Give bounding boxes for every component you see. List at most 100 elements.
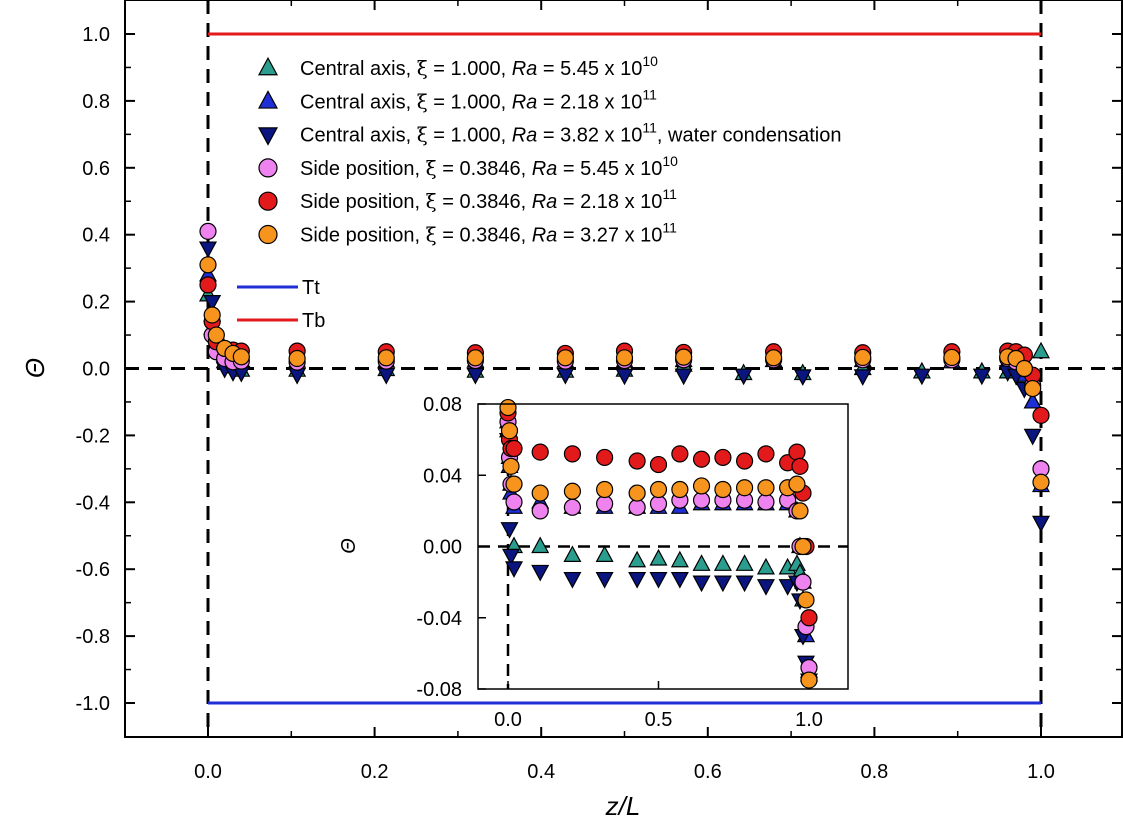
- inset-y-axis-title: Θ: [338, 538, 360, 554]
- data-point-series-6: [854, 348, 872, 367]
- inset-data-point-series-5: [563, 445, 582, 463]
- inset-data-point-series-4: [628, 498, 646, 516]
- inset-data-point-series-6: [505, 475, 523, 493]
- inset-data-point-series-3: [735, 575, 754, 593]
- inset-data-point-series-1: [649, 548, 668, 566]
- inset-data-point-series-5: [628, 452, 646, 470]
- inset-data-point-series-5: [531, 443, 549, 461]
- inset-data-point-series-1: [628, 550, 647, 568]
- inset-data-point-series-6: [714, 480, 732, 499]
- y-tick-label: 0.2: [82, 292, 110, 314]
- data-point-series-3: [1023, 428, 1042, 446]
- legend-label: Central axis, ξ = 1.000, Ra = 3.82 x 101…: [300, 120, 841, 147]
- y-tick-label: 0.4: [82, 225, 110, 247]
- data-point-series-6: [675, 348, 693, 366]
- inset-data-point-series-4: [563, 498, 582, 516]
- inset-data-point-series-4: [692, 491, 711, 509]
- inset-data-point-series-3: [500, 522, 519, 539]
- inset-x-tick-label: 1.0: [795, 709, 823, 731]
- inset-data-point-series-1: [563, 545, 582, 563]
- x-tick-label: 0.6: [694, 761, 722, 783]
- inset-data-point-series-1: [692, 554, 711, 571]
- inset-data-point-series-3: [531, 564, 550, 582]
- inset-data-point-series-3: [628, 571, 647, 589]
- data-point-series-3: [1031, 515, 1051, 533]
- legend-marker: [258, 191, 278, 211]
- data-point-series-3: [615, 368, 634, 386]
- data-point-series-6: [1032, 473, 1050, 491]
- inset-data-point-series-3: [713, 575, 732, 593]
- inset-data-point-series-6: [671, 480, 689, 499]
- inset-data-point-series-6: [735, 479, 754, 497]
- inset-data-point-series-3: [778, 579, 797, 596]
- inset-data-point-series-6: [499, 398, 517, 417]
- inset-x-tick-label: 0.5: [645, 709, 673, 731]
- y-tick-label: -0.4: [76, 492, 110, 514]
- data-point-series-3: [734, 368, 753, 386]
- inset-data-point-series-5: [649, 455, 668, 474]
- inset-data-point-series-3: [756, 579, 775, 596]
- inset-data-point-series-4: [596, 495, 614, 513]
- inset-data-point-series-1: [713, 554, 732, 571]
- inset-data-point-series-5: [671, 445, 689, 463]
- inset-data-point-series-5: [692, 450, 711, 468]
- x-tick-label: 0.8: [860, 761, 888, 783]
- inset-y-tick-label: -0.04: [416, 608, 462, 630]
- x-tick-label: 0.4: [527, 761, 555, 783]
- inset-data-point-series-3: [505, 561, 524, 578]
- main-axis-ticks: 0.0 0.2 0.4 0.6 0.8 1.0 1.0 0.8 0.6 0.4 0.2 0.0 -0.2…: [76, 0, 1122, 783]
- inset-data-point-series-5: [714, 448, 732, 467]
- inset-data-point-series-1: [670, 550, 689, 568]
- inset-data-point-series-6: [563, 482, 582, 500]
- x-tick-label: 0.0: [194, 761, 222, 783]
- data-point-series-6: [232, 348, 250, 366]
- y-tick-label: -0.8: [76, 626, 110, 648]
- inset-data-point-series-5: [800, 609, 818, 627]
- data-point-series-6: [556, 349, 574, 367]
- data-point-series-6: [203, 306, 221, 324]
- inset-data-point-series-6: [800, 671, 818, 689]
- legend-label: Tb: [302, 310, 325, 332]
- inset-data-point-series-3: [649, 571, 668, 589]
- legend-label: Central axis, ξ = 1.000, Ra = 2.18 x 101…: [300, 86, 657, 113]
- main-plot-frame: [124, 0, 1123, 738]
- main-constant-lines: [208, 32, 1041, 705]
- data-point-series-6: [1024, 379, 1042, 398]
- data-point-series-3: [198, 241, 218, 259]
- data-point-series-6: [288, 349, 306, 368]
- inset-data-point-series-6: [794, 537, 812, 556]
- data-point-series-1: [1031, 341, 1051, 359]
- inset-data-point-series-6: [596, 480, 614, 499]
- legend-marker: [257, 56, 279, 76]
- legend-marker: [257, 90, 279, 109]
- y-tick-label: 1.0: [82, 24, 110, 46]
- legend-marker: [258, 158, 278, 178]
- data-point-series-6: [1015, 359, 1033, 378]
- inset-data-point-series-6: [692, 477, 711, 495]
- inset-data-point-series-4: [505, 493, 523, 511]
- inset-data-point-series-4: [757, 493, 775, 511]
- inset-data-point-series-4: [794, 573, 812, 591]
- inset-data-point-series-6: [788, 475, 806, 493]
- y-tick-label: -0.2: [76, 425, 110, 447]
- inset-y-tick-label: 0.00: [423, 537, 462, 559]
- data-point-series-6: [377, 349, 395, 367]
- inset-data-point-series-6: [791, 502, 809, 520]
- y-tick-label: -1.0: [76, 693, 110, 715]
- x-tick-label: 1.0: [1027, 761, 1055, 783]
- inset-data-point-series-6: [757, 479, 775, 497]
- inset-data-point-series-6: [531, 484, 549, 502]
- inset-data-point-series-3: [563, 571, 582, 589]
- inset-data-point-series-6: [500, 422, 519, 440]
- legend-label: Side position, ξ = 0.3846, Ra = 5.45 x 1…: [300, 153, 678, 180]
- y-tick-label: 0.8: [82, 91, 110, 113]
- data-point-series-6: [199, 256, 217, 274]
- inset-data-point-series-4: [649, 495, 668, 513]
- legend-label: Side position, ξ = 0.3846, Ra = 3.27 x 1…: [300, 220, 677, 247]
- inset-data-point-series-1: [595, 545, 614, 563]
- y-axis-title: Θ: [20, 358, 50, 378]
- data-point-series-6: [943, 348, 961, 367]
- legend-label: Tt: [302, 277, 320, 299]
- inset-data-point-series-3: [502, 548, 521, 566]
